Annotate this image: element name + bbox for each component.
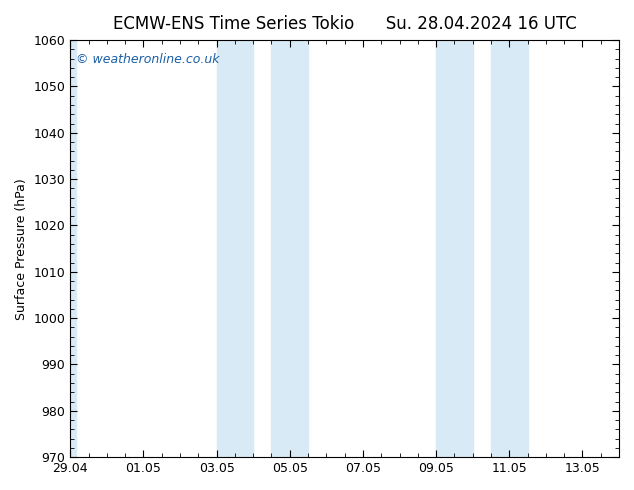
Y-axis label: Surface Pressure (hPa): Surface Pressure (hPa) [15,178,28,319]
Title: ECMW-ENS Time Series Tokio      Su. 28.04.2024 16 UTC: ECMW-ENS Time Series Tokio Su. 28.04.202… [113,15,576,33]
Bar [271,40,308,457]
Bar [70,40,76,457]
Bar [491,40,527,457]
Bar [436,40,473,457]
Bar [217,40,253,457]
Text: © weatheronline.co.uk: © weatheronline.co.uk [76,52,219,66]
